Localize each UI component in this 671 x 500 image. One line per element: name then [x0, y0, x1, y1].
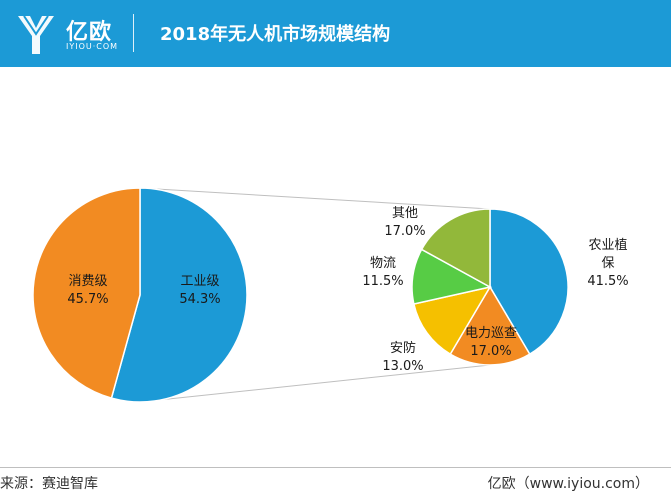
main-pie-label-1: 消费级 45.7% — [67, 274, 108, 307]
header-bar: 亿欧 IYIOU·COM 2018年无人机市场规模结构 — [0, 0, 671, 67]
page-title: 2018年无人机市场规模结构 — [160, 24, 391, 45]
sub-pie-slice-1 — [449, 285, 531, 366]
sub-pie-label-3: 物流 11.5% — [362, 256, 403, 289]
sub-pie-label-0: 农业植保 41.5% — [587, 238, 628, 289]
logo-text: 亿欧 — [66, 20, 113, 45]
header-divider — [133, 14, 134, 52]
sub-pie-slice-4 — [420, 208, 491, 289]
source-note: 来源：赛迪智库 — [0, 476, 98, 492]
connector-line-0 — [139, 187, 491, 210]
connector-line-1 — [139, 364, 491, 403]
industrial-breakdown-pie-chart — [411, 208, 569, 366]
iyiou-logo-icon — [18, 15, 54, 54]
sub-pie-label-1: 电力巡查 17.0% — [465, 326, 517, 359]
logo-subtext: IYIOU·COM — [66, 42, 119, 51]
main-pie-label-0: 工业级 54.3% — [179, 274, 220, 307]
footer-divider — [0, 467, 671, 468]
sub-pie-slice-2 — [412, 285, 492, 356]
pie-labels: 工业级 54.3% 消费级 45.7% 农业植保 41.5% 电力巡查 17.0% 安防 13.0… — [67, 206, 628, 374]
main-pie-slice-1 — [32, 187, 141, 400]
sub-pie-slice-0 — [489, 208, 569, 356]
pie-connector-lines — [139, 187, 491, 403]
sub-pie-label-4: 其他 17.0% — [384, 206, 425, 239]
main-pie-slice-0 — [110, 187, 248, 403]
market-structure-chart: 工业级 54.3% 消费级 45.7% 农业植保 41.5% 电力巡查 17.0% 安防 13.0… — [32, 187, 629, 403]
main-pie-chart — [32, 187, 248, 403]
sub-pie-label-2: 安防 13.0% — [382, 340, 423, 374]
iyiou-logo: 亿欧 IYIOU·COM — [14, 12, 134, 56]
site-credit: 亿欧（www.iyiou.com） — [487, 476, 649, 492]
